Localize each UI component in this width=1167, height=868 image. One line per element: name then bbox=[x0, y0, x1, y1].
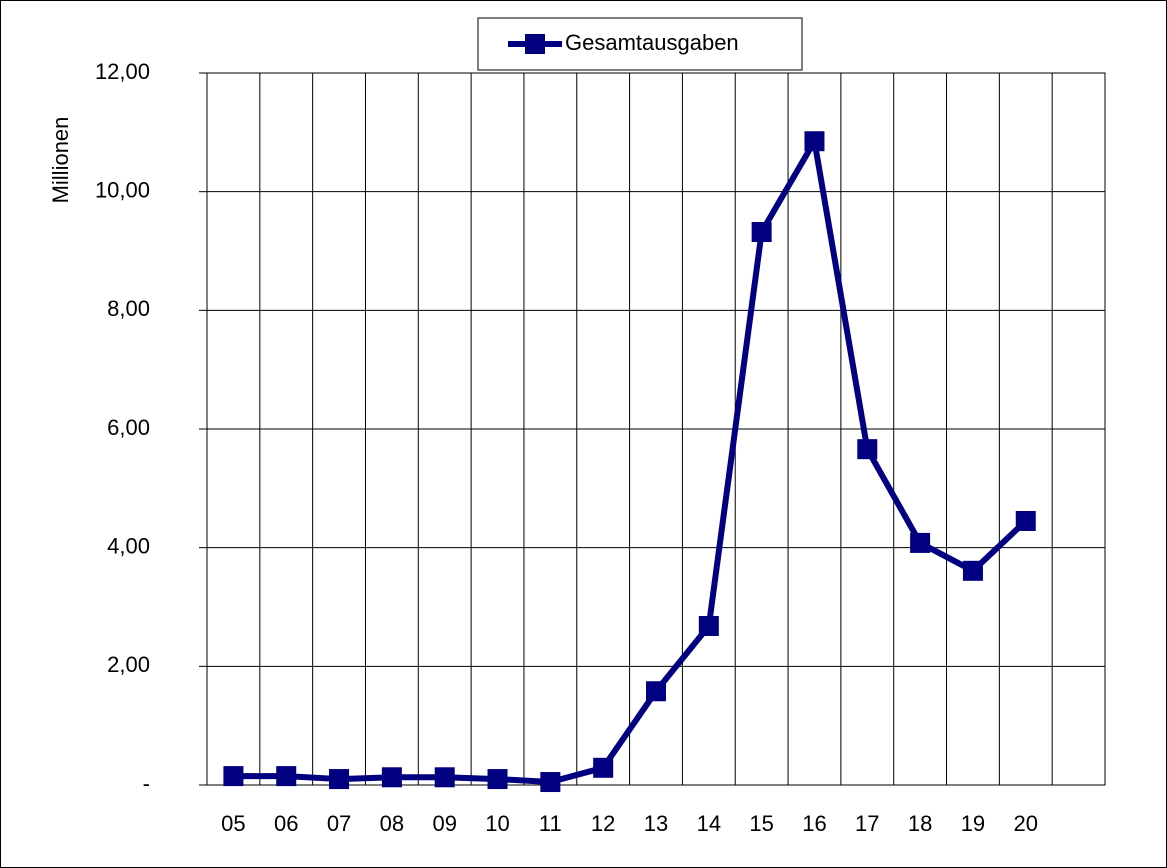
x-tick-label: 07 bbox=[327, 811, 351, 836]
y-tick-label: - bbox=[143, 771, 150, 796]
point-marker bbox=[751, 222, 772, 243]
x-tick-label: 20 bbox=[1014, 811, 1038, 836]
x-tick-label: 10 bbox=[485, 811, 509, 836]
y-tick-label: 12,00 bbox=[95, 59, 150, 84]
x-tick-label: 11 bbox=[539, 811, 562, 836]
x-tick-label: 12 bbox=[591, 811, 615, 836]
x-tick-label: 15 bbox=[749, 811, 773, 836]
point-marker bbox=[487, 769, 508, 790]
legend-marker bbox=[525, 34, 545, 54]
x-tick-label: 19 bbox=[961, 811, 985, 836]
point-marker bbox=[698, 615, 719, 636]
x-tick-label: 18 bbox=[908, 811, 932, 836]
point-marker bbox=[804, 131, 825, 152]
legend-label: Gesamtausgaben bbox=[565, 30, 739, 55]
x-tick-label: 13 bbox=[644, 811, 668, 836]
point-marker bbox=[434, 767, 455, 788]
y-tick-label: 8,00 bbox=[107, 296, 150, 321]
series-line bbox=[233, 138, 1028, 786]
x-tick-label: 09 bbox=[432, 811, 456, 836]
plot-border bbox=[206, 72, 1106, 786]
y-tick-label: 4,00 bbox=[107, 533, 150, 558]
point-marker bbox=[857, 439, 878, 460]
x-tick-label: 14 bbox=[697, 811, 721, 836]
point-marker bbox=[962, 560, 983, 581]
y-tick-label: 10,00 bbox=[95, 177, 150, 202]
y-tick-label: 2,00 bbox=[107, 652, 150, 677]
point-marker bbox=[381, 767, 402, 788]
point-marker bbox=[593, 757, 614, 778]
point-marker bbox=[910, 532, 931, 553]
y-tick-label: 6,00 bbox=[107, 415, 150, 440]
x-tick-label: 16 bbox=[802, 811, 826, 836]
point-marker bbox=[276, 766, 297, 787]
point-marker bbox=[223, 766, 244, 787]
x-tick-label: 17 bbox=[855, 811, 879, 836]
point-marker bbox=[1015, 510, 1036, 531]
x-tick-label: 05 bbox=[221, 811, 245, 836]
point-marker bbox=[646, 681, 666, 702]
y-axis-label: Millionen bbox=[48, 117, 73, 204]
point-marker bbox=[540, 772, 561, 793]
point-marker bbox=[329, 769, 350, 790]
x-tick-label: 06 bbox=[274, 811, 298, 836]
x-tick-label: 08 bbox=[380, 811, 404, 836]
